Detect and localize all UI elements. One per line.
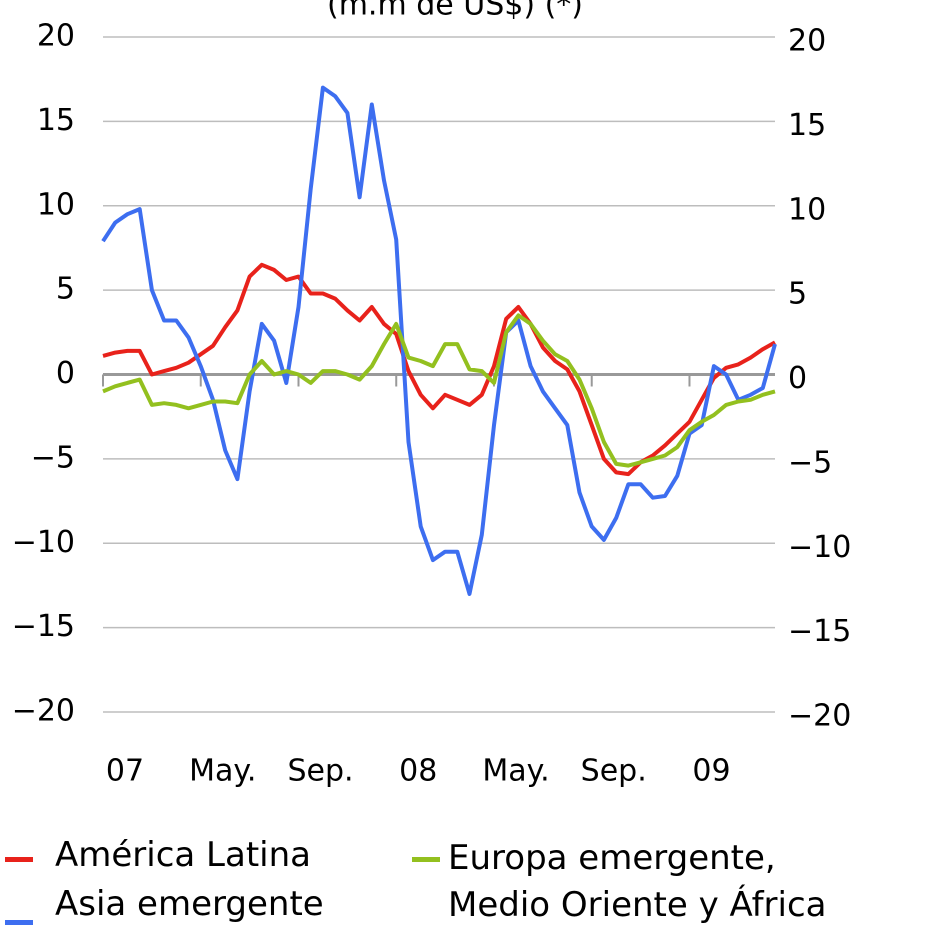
legend-label: América Latina: [55, 835, 311, 875]
x-tick-label: May.: [189, 754, 256, 789]
y-tick-label: 5: [56, 272, 75, 307]
y2-tick-label: 0: [788, 361, 807, 396]
y-tick-label: 10: [37, 187, 75, 222]
y-tick-label: 0: [56, 356, 75, 391]
y-tick-label: 15: [37, 103, 75, 138]
legend-item: Europa emergente, Medio Oriente y África: [412, 835, 848, 929]
y-tick-label: 20: [37, 19, 75, 54]
y-tick-label: −15: [12, 609, 75, 644]
x-tick-label: 08: [399, 754, 437, 789]
x-tick-label: May.: [482, 754, 549, 789]
series-line: [102, 262, 776, 477]
series-line: [102, 313, 776, 468]
y-tick-label: −5: [31, 440, 75, 475]
y2-tick-label: 5: [788, 277, 807, 312]
y2-tick-label: −10: [788, 530, 851, 565]
y2-tick-label: −15: [788, 614, 851, 649]
x-tick-label: 07: [106, 754, 144, 789]
legend-swatch: [5, 920, 33, 925]
y-tick-label: −20: [12, 694, 75, 729]
chart-subtitle: (m.m de US$) (*): [327, 0, 583, 23]
y2-tick-label: 10: [788, 192, 826, 227]
legend-label: Asia emergente: [55, 884, 324, 924]
y2-tick-label: −20: [788, 699, 851, 734]
legend-item: América Latina: [5, 835, 311, 875]
legend-item: Asia emergente: [5, 884, 324, 925]
chart: (m.m de US$) (*) 20 15 10 5 0 −5 −10 −15 −20 20 15…: [12, 0, 852, 789]
x-tick-label: Sep.: [287, 754, 353, 789]
legend-swatch: [5, 857, 33, 862]
legend-label: Europa emergente, Medio Oriente y África: [448, 838, 827, 925]
x-tick-label: 09: [692, 754, 730, 789]
legend-swatch: [412, 857, 440, 862]
y2-tick-label: −5: [788, 445, 832, 480]
y2-tick-label: 15: [788, 108, 826, 143]
y2-tick-label: 20: [788, 24, 826, 59]
x-tick-label: Sep.: [581, 754, 647, 789]
y-tick-label: −10: [12, 525, 75, 560]
series-line: [101, 85, 777, 596]
